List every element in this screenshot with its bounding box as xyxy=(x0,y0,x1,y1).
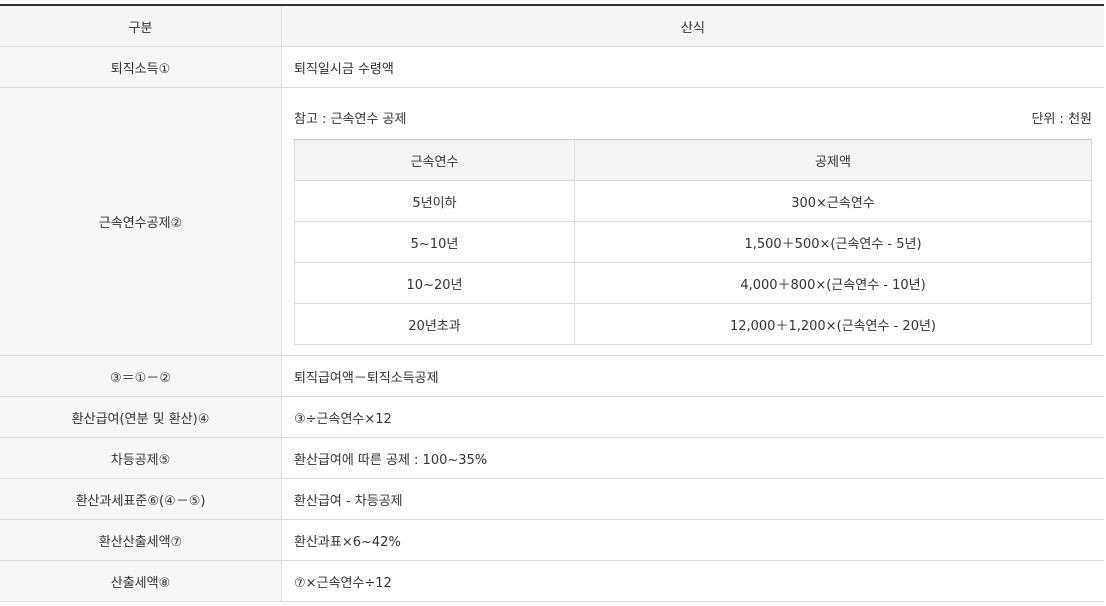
table-row: 환산과세표준⑥(④－⑤) 환산급여 - 차등공제 xyxy=(0,478,1104,520)
sub-cell: 4,000＋800×(근속연수 - 10년) xyxy=(574,262,1092,304)
sub-cell: 20년초과 xyxy=(294,303,575,345)
sub-cell: 5년이하 xyxy=(294,180,575,222)
row-formula: 환산급여에 따른 공제 : 100~35% xyxy=(281,437,1104,479)
row-formula: ⑦×근속연수÷12 xyxy=(281,560,1104,602)
sub-cell: 5~10년 xyxy=(294,221,575,263)
sub-cell: 300×근속연수 xyxy=(574,180,1092,222)
header-row: 구분 산식 xyxy=(0,5,1104,47)
row-label: 산출세액⑧ xyxy=(0,560,282,602)
table-row: 환산급여(연분 및 환산)④ ③÷근속연수×12 xyxy=(0,396,1104,438)
note: 참고 : 근속연수 공제 xyxy=(294,112,407,127)
sub-row: 10~20년 4,000＋800×(근속연수 - 10년) xyxy=(294,262,1092,304)
sub-row: 5년이하 300×근속연수 xyxy=(294,180,1092,222)
row-label: 환산과세표준⑥(④－⑤) xyxy=(0,478,282,520)
sub-cell: 12,000＋1,200×(근속연수 - 20년) xyxy=(574,303,1092,345)
sub-header-row: 근속연수 공제액 xyxy=(294,139,1092,181)
row-label: 퇴직소득① xyxy=(0,46,282,88)
sub-header-cell: 공제액 xyxy=(574,139,1092,181)
sub-cell: 1,500＋500×(근속연수 - 5년) xyxy=(574,221,1092,263)
row-formula: 퇴직급여액－퇴직소득공제 xyxy=(281,355,1104,397)
row-formula: ③÷근속연수×12 xyxy=(281,396,1104,438)
table-row: 환산산출세액⑦ 환산과표×6~42% xyxy=(0,519,1104,561)
table-wrap: 구분 산식 퇴직소득① 퇴직일시금 수령액 근속연수공제② 참고 : 근속연수 공제 단… xyxy=(0,4,1104,602)
row-label: 환산산출세액⑦ xyxy=(0,519,282,561)
header-cell: 구분 xyxy=(0,5,282,47)
row-label: ③＝①－② xyxy=(0,355,282,397)
row-label: 차등공제⑤ xyxy=(0,437,282,479)
sub-header-cell: 근속연수 xyxy=(294,139,575,181)
row-label: 근속연수공제② xyxy=(0,87,282,356)
table-body: 퇴직소득① 퇴직일시금 수령액 근속연수공제② 참고 : 근속연수 공제 단위 : 천원… xyxy=(0,46,1104,602)
table-row: 퇴직소득① 퇴직일시금 수령액 xyxy=(0,46,1104,88)
note-line: 참고 : 근속연수 공제 단위 : 천원 xyxy=(294,88,1104,139)
row-formula: 환산과표×6~42% xyxy=(281,519,1104,561)
sub-table: 근속연수 공제액 5년이하 300×근속연수 5~10년 1,500＋500×(근속연수 … xyxy=(294,139,1092,345)
table-row: ③＝①－② 퇴직급여액－퇴직소득공제 xyxy=(0,355,1104,397)
sub-row: 5~10년 1,500＋500×(근속연수 - 5년) xyxy=(294,221,1092,263)
sub-row: 20년초과 12,000＋1,200×(근속연수 - 20년) xyxy=(294,303,1092,345)
table-row: 산출세액⑧ ⑦×근속연수÷12 xyxy=(0,560,1104,602)
row-label: 환산급여(연분 및 환산)④ xyxy=(0,396,282,438)
header-cell: 산식 xyxy=(281,5,1104,47)
unit: 단위 : 천원 xyxy=(1031,112,1093,127)
formula-table: 구분 산식 퇴직소득① 퇴직일시금 수령액 근속연수공제② 참고 : 근속연수 공제 단… xyxy=(0,4,1104,602)
row-formula: 퇴직일시금 수령액 xyxy=(281,46,1104,88)
sub-cell: 10~20년 xyxy=(294,262,575,304)
table-row: 차등공제⑤ 환산급여에 따른 공제 : 100~35% xyxy=(0,437,1104,479)
row-formula: 환산급여 - 차등공제 xyxy=(281,478,1104,520)
